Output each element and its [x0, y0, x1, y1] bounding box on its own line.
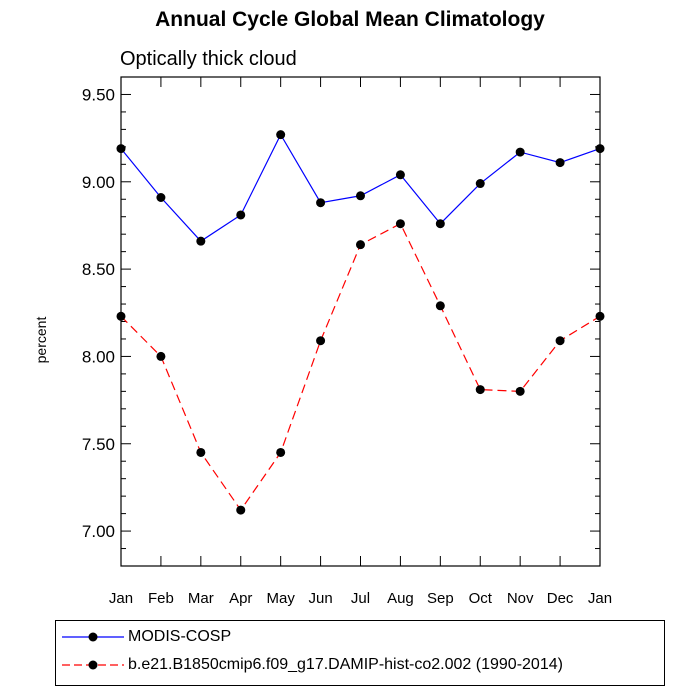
x-tick-label: Jun — [308, 590, 332, 607]
series-0-point — [555, 158, 565, 168]
series-0-point — [316, 198, 326, 208]
series-1-point — [435, 301, 445, 311]
y-tick-label: 8.50 — [82, 260, 115, 279]
series-1-point — [116, 311, 126, 321]
x-tick-label: May — [266, 590, 295, 607]
chart-subtitle: Optically thick cloud — [120, 48, 297, 70]
series-0-point — [156, 193, 166, 203]
chart-title: Annual Cycle Global Mean Climatology — [155, 8, 545, 31]
x-tick-label: Dec — [547, 590, 574, 607]
x-tick-label: Sep — [427, 590, 454, 607]
series-1-point — [276, 447, 286, 457]
x-tick-label: Jul — [351, 590, 370, 607]
series-0-point — [236, 210, 246, 220]
series-1-point — [515, 386, 525, 396]
series-1-point — [236, 505, 246, 515]
series-0-point — [435, 219, 445, 229]
x-tick-label: Mar — [188, 590, 214, 607]
y-tick-label: 7.50 — [82, 435, 115, 454]
series-0-point — [595, 144, 605, 154]
series-0-point — [276, 130, 286, 140]
y-tick-label: 9.50 — [82, 85, 115, 104]
y-tick-label: 7.00 — [82, 522, 115, 541]
legend-line-dashed-icon — [62, 660, 124, 670]
x-tick-label: Feb — [148, 590, 174, 607]
legend: MODIS-COSP b.e21.B1850cmip6.f09_g17.DAMI… — [55, 620, 665, 686]
x-tick-label: Jan — [109, 590, 133, 607]
legend-line-solid-icon — [62, 632, 124, 642]
series-1-point — [595, 311, 605, 321]
legend-item-modis: MODIS-COSP — [56, 625, 664, 649]
series-0-point — [196, 236, 206, 246]
x-tick-label: Apr — [229, 590, 252, 607]
series-0-point — [515, 147, 525, 157]
series-0-point — [395, 170, 405, 180]
x-tick-label: Oct — [469, 590, 493, 607]
y-tick-label: 8.00 — [82, 347, 115, 366]
series-1-point — [196, 447, 206, 457]
x-tick-label: Aug — [387, 590, 414, 607]
series-1-point — [356, 240, 365, 250]
series-line-1 — [120, 222, 601, 512]
series-0-point — [356, 191, 365, 201]
series-0-point — [116, 144, 126, 154]
x-tick-label: Nov — [507, 590, 534, 607]
series-1-point — [395, 219, 405, 229]
series-1-point — [316, 336, 326, 346]
series-1-point — [555, 336, 565, 346]
legend-item-model: b.e21.B1850cmip6.f09_g17.DAMIP-hist-co2.… — [56, 653, 664, 677]
series-0-point — [475, 179, 485, 189]
legend-label-model: b.e21.B1850cmip6.f09_g17.DAMIP-hist-co2.… — [128, 656, 563, 673]
legend-label-modis: MODIS-COSP — [128, 628, 232, 645]
series-line-0 — [120, 133, 601, 242]
x-tick-label: Jan — [588, 590, 612, 607]
y-tick-label: 9.00 — [82, 173, 115, 192]
series-1-point — [156, 351, 166, 361]
series-1-point — [475, 385, 485, 395]
plot-frame — [120, 76, 601, 567]
